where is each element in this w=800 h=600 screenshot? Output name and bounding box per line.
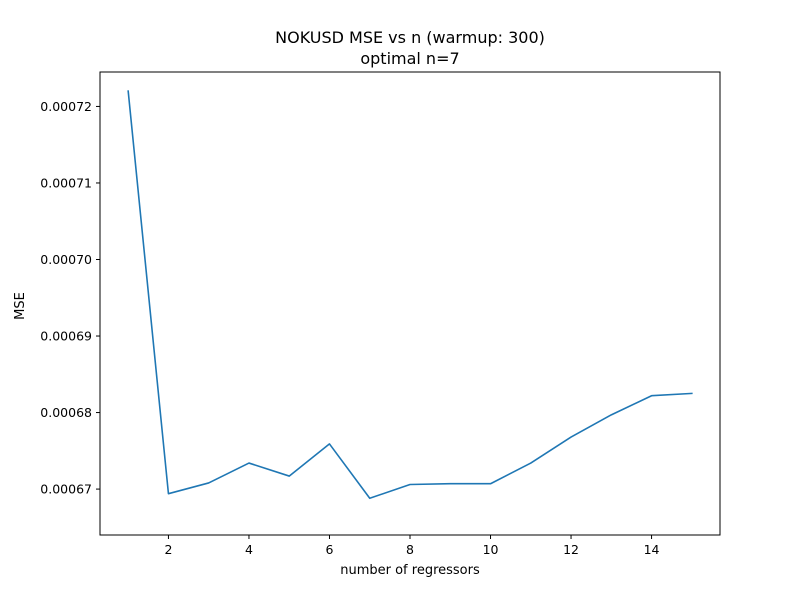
y-axis-label: MSE	[13, 292, 28, 320]
chart-title: NOKUSD MSE vs n (warmup: 300)	[275, 28, 545, 47]
y-tick-label: 0.00070	[40, 252, 92, 267]
y-tick-label: 0.00069	[40, 329, 92, 344]
mse-series-line	[127, 90, 693, 500]
chart-subtitle: optimal n=7	[360, 49, 459, 68]
y-tick-label: 0.00072	[40, 99, 92, 114]
x-tick-label: 10	[483, 542, 499, 557]
x-tick-label: 12	[563, 542, 579, 557]
x-tick-label: 4	[245, 542, 253, 557]
x-tick-label: 6	[326, 542, 334, 557]
x-tick-label: 14	[644, 542, 660, 557]
y-tick-label: 0.00071	[40, 175, 92, 190]
y-tick-label: 0.00067	[40, 482, 92, 497]
x-tick-label: 8	[406, 542, 414, 557]
x-tick-label: 2	[164, 542, 172, 557]
x-axis-label: number of regressors	[340, 563, 480, 578]
y-tick-label: 0.00068	[40, 405, 92, 420]
plot-area: 2 4 6 8 10 12 14 0.00067 0.00068 0.00069 0.00070 0.…	[40, 71, 721, 557]
